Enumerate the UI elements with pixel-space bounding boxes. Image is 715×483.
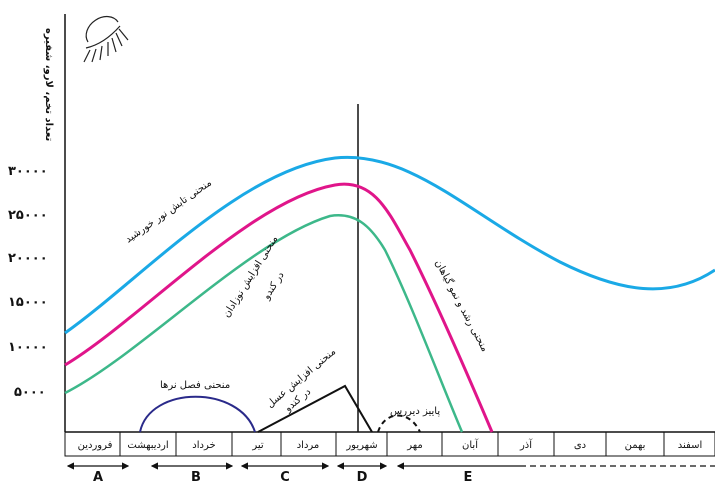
month-label: شهریور: [345, 440, 377, 451]
late-autumn-label: پاییز دیررس: [390, 406, 440, 417]
drone-curve: [139, 395, 256, 433]
period-label: E: [464, 470, 473, 483]
y-ticks: ۳۰۰۰۰ ۲۵۰۰۰ ۲۰۰۰۰ ۱۵۰۰۰ ۱۰۰۰۰ ۵۰۰۰: [8, 164, 48, 400]
period-label: C: [280, 470, 290, 483]
month-label: دی: [574, 440, 586, 451]
honey-curve: [257, 384, 373, 433]
y-tick-label: ۱۰۰۰۰: [8, 340, 48, 355]
drone-curve-label: منحنی فصل نرها: [160, 380, 230, 391]
period-label: B: [191, 470, 201, 483]
month-label: خرداد: [192, 440, 215, 451]
y-tick-label: ۲۵۰۰۰: [8, 208, 48, 223]
y-tick-label: ۵۰۰۰: [14, 385, 46, 400]
brood-curve-label: منحنی افزایش نوزادان: [221, 234, 280, 320]
month-strip: [64, 431, 715, 457]
late-autumn-curve: [377, 414, 421, 433]
month-label: آبان: [462, 438, 479, 451]
y-axis-title: تعداد تخم، لارو، شفیره: [43, 28, 54, 141]
brood-curve: [64, 214, 464, 433]
month-label: آذر: [519, 438, 533, 451]
month-label: اسفند: [678, 440, 702, 451]
month-labels: فروردین اردیبهشت خرداد تیر مرداد شهریور …: [78, 438, 703, 451]
month-label: مرداد: [297, 440, 320, 451]
period-label: A: [93, 470, 103, 483]
month-label: اردیبهشت: [127, 440, 168, 451]
brood-curve-sublabel: در کندو: [261, 270, 287, 302]
month-label: مهر: [406, 440, 422, 451]
month-label: فروردین: [78, 440, 113, 451]
y-tick-label: ۱۵۰۰۰: [8, 295, 48, 310]
sunlight-curve-label: منحنی تابش نور خورشید: [123, 178, 213, 246]
y-tick-label: ۲۰۰۰۰: [8, 251, 48, 266]
month-label: تیر: [251, 440, 264, 451]
plant-growth-curve: [64, 182, 494, 433]
y-tick-label: ۳۰۰۰۰: [8, 164, 48, 179]
period-labels: A B C D E: [93, 470, 472, 483]
sunlight-curve: [64, 155, 715, 335]
month-label: بهمن: [625, 440, 646, 451]
plant-growth-curve-label: منحنی رشد و نمو گیاهان: [432, 258, 491, 354]
period-label: D: [357, 470, 368, 483]
sun-icon: [83, 15, 129, 63]
